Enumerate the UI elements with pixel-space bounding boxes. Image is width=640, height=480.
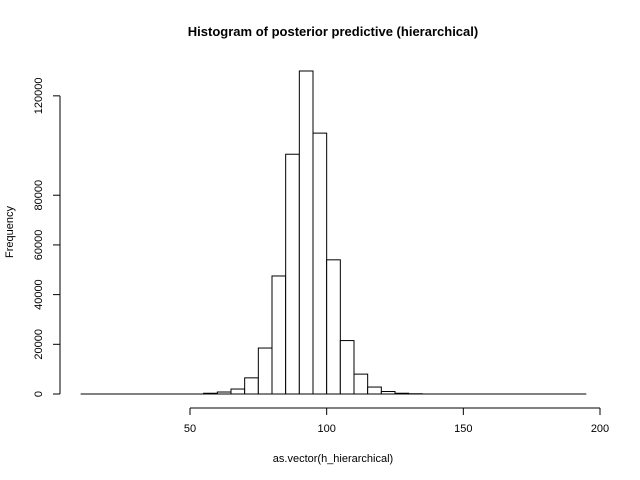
- x-tick-label: 100: [317, 423, 335, 435]
- y-tick-label: 60000: [33, 230, 45, 261]
- y-tick-label: 40000: [33, 279, 45, 310]
- histogram-bar: [353, 373, 369, 395]
- histogram-bar: [203, 392, 218, 395]
- y-tick-label: 0: [33, 391, 45, 397]
- histogram-bar: [339, 340, 355, 395]
- histogram-bar: [244, 377, 259, 395]
- y-axis: 0 20000 40000 60000 80000 120000: [33, 77, 61, 397]
- histogram-bar: [298, 70, 314, 395]
- y-tick-label: 120000: [33, 77, 45, 114]
- histogram-bar: [230, 388, 246, 395]
- histogram-bar: [367, 386, 382, 395]
- x-tick-label: 200: [591, 423, 609, 435]
- histogram-bar: [271, 275, 287, 395]
- bars-group: [80, 70, 587, 395]
- histogram-bar: [380, 391, 396, 395]
- y-tick-label: 20000: [33, 329, 45, 360]
- histogram-bar: [394, 392, 410, 395]
- chart-title: Histogram of posterior predictive (hiera…: [188, 24, 478, 39]
- histogram-bar: [326, 259, 341, 395]
- x-tick-label: 50: [184, 423, 196, 435]
- x-axis-label: as.vector(h_hierarchical): [273, 453, 393, 465]
- histogram-bar: [257, 347, 273, 395]
- y-tick-label: 80000: [33, 180, 45, 211]
- x-axis: 50 100 150 200: [184, 407, 609, 435]
- histogram-bar: [216, 391, 232, 395]
- x-tick-label: 150: [454, 423, 472, 435]
- y-axis-label: Frequency: [4, 206, 16, 258]
- histogram-bar: [285, 153, 300, 395]
- histogram-bar: [312, 132, 328, 395]
